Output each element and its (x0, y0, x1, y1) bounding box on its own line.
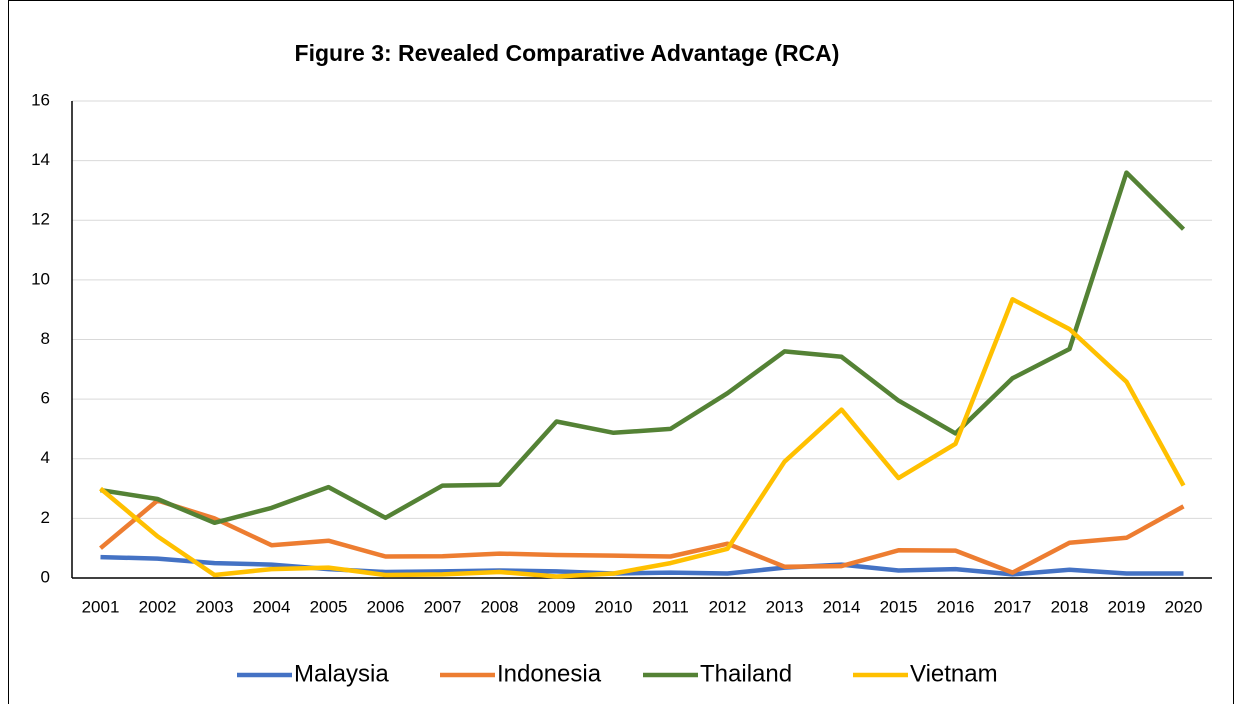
x-tick-label: 2002 (139, 597, 177, 616)
x-tick-label: 2019 (1108, 597, 1146, 616)
y-tick-label: 2 (41, 508, 50, 527)
x-tick-label: 2020 (1165, 597, 1203, 616)
y-tick-label: 12 (31, 210, 50, 229)
x-tick-label: 2010 (595, 597, 633, 616)
y-tick-label: 16 (31, 90, 50, 109)
x-tick-label: 2016 (937, 597, 975, 616)
x-tick-label: 2005 (310, 597, 348, 616)
x-tick-label: 2015 (880, 597, 918, 616)
x-tick-label: 2007 (424, 597, 462, 616)
x-tick-label: 2009 (538, 597, 576, 616)
x-tick-label: 2017 (994, 597, 1032, 616)
series-line (99, 297, 1186, 579)
x-tick-label: 2006 (367, 597, 405, 616)
x-tick-label: 2001 (82, 597, 120, 616)
series-line (100, 554, 1184, 577)
chart-title: Figure 3: Revealed Comparative Advantage… (295, 40, 840, 66)
x-tick-label: 2012 (709, 597, 747, 616)
y-tick-label: 0 (41, 567, 50, 586)
y-tick-label: 14 (31, 150, 50, 169)
legend-label: Thailand (700, 660, 792, 687)
x-tick-label: 2018 (1051, 597, 1089, 616)
y-tick-label: 10 (31, 269, 50, 288)
x-tick-label: 2011 (652, 597, 689, 616)
x-tick-label: 2004 (253, 597, 291, 616)
x-tick-label: 2008 (481, 597, 519, 616)
y-tick-label: 4 (41, 448, 50, 467)
chart-border (8, 0, 1234, 704)
series-line (99, 498, 1185, 575)
y-tick-label: 8 (41, 329, 50, 348)
legend-label: Vietnam (910, 660, 998, 687)
x-tick-label: 2013 (766, 597, 804, 616)
legend-label: Indonesia (497, 660, 602, 687)
x-tick-label: 2003 (196, 597, 234, 616)
legend-label: Malaysia (294, 660, 389, 687)
x-tick-label: 2014 (823, 597, 861, 616)
y-tick-label: 6 (41, 389, 50, 408)
series-line (100, 170, 1186, 526)
